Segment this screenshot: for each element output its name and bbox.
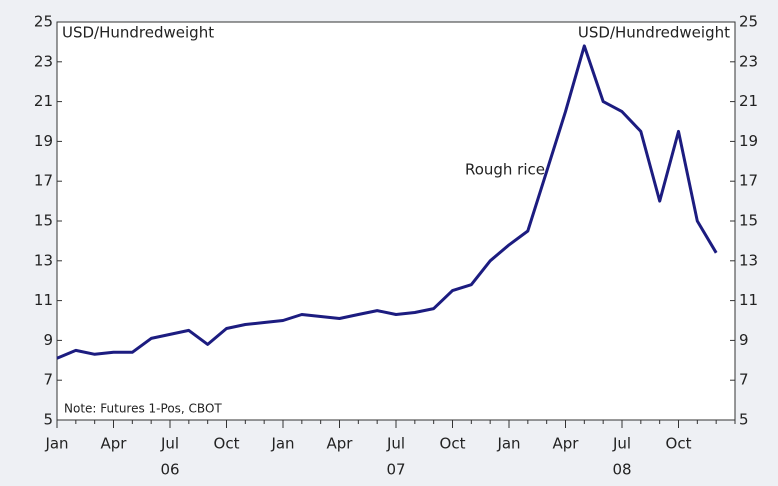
y2-tick-label: 9 <box>739 331 749 349</box>
x-tick-label: Apr <box>553 435 580 453</box>
y2-tick-label: 25 <box>739 13 758 31</box>
x-tick-label: Oct <box>214 435 240 453</box>
x-tick-label: Oct <box>666 435 692 453</box>
right-axis-label: USD/Hundredweight <box>578 24 730 42</box>
y2-tick-label: 7 <box>739 371 749 389</box>
y-tick-label: 23 <box>34 52 53 70</box>
y2-tick-label: 17 <box>739 172 758 190</box>
year-label: 08 <box>612 461 631 479</box>
plot-area <box>56 21 736 421</box>
y2-tick-label: 21 <box>739 92 758 110</box>
y-tick-label: 5 <box>43 411 53 429</box>
y-tick-label: 25 <box>34 13 53 31</box>
x-tick-label: Oct <box>440 435 466 453</box>
y-tick-label: 17 <box>34 172 53 190</box>
y2-tick-label: 5 <box>739 411 749 429</box>
y2-tick-label: 23 <box>739 52 758 70</box>
y2-tick-label: 15 <box>739 212 758 230</box>
x-tick-label: Jul <box>612 435 631 453</box>
y-tick-label: 19 <box>34 132 53 150</box>
x-tick-label: Jan <box>44 435 68 453</box>
year-label: 06 <box>160 461 179 479</box>
y-tick-label: 13 <box>34 251 53 269</box>
y2-tick-label: 13 <box>739 251 758 269</box>
left-axis-label: USD/Hundredweight <box>62 24 214 42</box>
x-tick-label: Jan <box>270 435 294 453</box>
y2-tick-label: 11 <box>739 291 758 309</box>
x-tick-label: Apr <box>327 435 354 453</box>
y-tick-label: 21 <box>34 92 53 110</box>
series-label: Rough rice <box>465 161 545 179</box>
note: Note: Futures 1-Pos, CBOT <box>64 402 222 416</box>
x-tick-label: Jul <box>160 435 179 453</box>
x-tick-label: Apr <box>101 435 128 453</box>
y2-tick-label: 19 <box>739 132 758 150</box>
y-tick-label: 15 <box>34 212 53 230</box>
year-label: 07 <box>386 461 405 479</box>
x-tick-label: Jan <box>496 435 520 453</box>
y-tick-label: 9 <box>43 331 53 349</box>
y-tick-label: 11 <box>34 291 53 309</box>
price-line <box>56 44 718 360</box>
y-tick-label: 7 <box>43 371 53 389</box>
x-tick-label: Jul <box>386 435 405 453</box>
